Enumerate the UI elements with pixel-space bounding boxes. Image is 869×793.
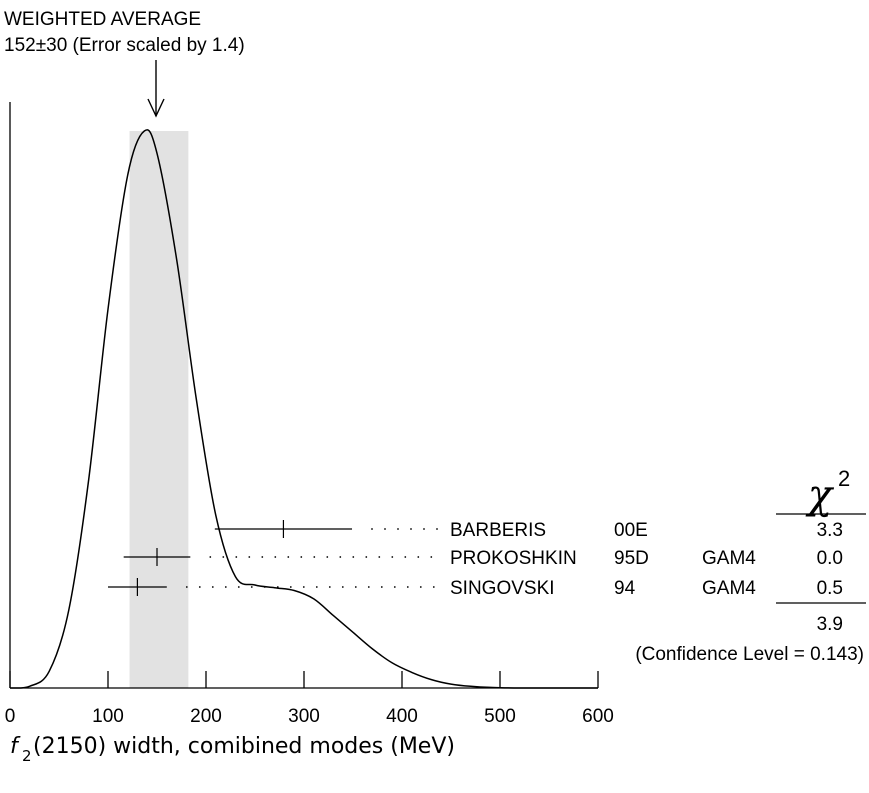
axes: 0 100 200 300 400 500 600 [5, 102, 614, 727]
leader-dot [287, 556, 290, 558]
measurements: BARBERIS 00E 3.3 PROKOSHKIN 95D GAM4 0.0 SINGOV… [108, 520, 843, 599]
measurement-ref: 95D [614, 548, 649, 569]
x-tick-label: 0 [5, 706, 16, 727]
leader-dot [419, 586, 422, 588]
leader-dot [423, 528, 425, 530]
measurement-ref: 00E [614, 520, 648, 541]
leader-dot [274, 556, 277, 558]
leader-dot [371, 528, 373, 530]
leader-dot [432, 586, 435, 588]
leader-dot [300, 556, 303, 558]
leader-dot [237, 586, 240, 588]
measurement-chi2: 0.5 [817, 578, 843, 599]
x-tick-label: 200 [190, 706, 222, 727]
x-axis-label: f 2 (2150) width, comibined modes (MeV) [10, 734, 455, 765]
leader-dot [436, 528, 438, 530]
measurement-name: BARBERIS [450, 520, 546, 541]
leader-dot [209, 556, 212, 558]
ideogram-curve-path [9, 129, 599, 689]
chart-title: WEIGHTED AVERAGE [4, 9, 201, 30]
leader-dot [397, 528, 399, 530]
leader-dot [380, 586, 383, 588]
svg-text:χ: χ [805, 472, 835, 518]
leader-dot [263, 586, 266, 588]
svg-text:(2150) width, comibined modes: (2150) width, comibined modes (MeV) [33, 734, 455, 759]
leader-dot [261, 556, 264, 558]
average-arrow [147, 60, 165, 118]
leader-dot [352, 556, 355, 558]
leader-dot [406, 586, 409, 588]
leader-dot [313, 556, 316, 558]
leader-dot [248, 556, 251, 558]
confidence-level: (Confidence Level = 0.143) [635, 644, 864, 665]
leader-dot [326, 556, 329, 558]
measurement-name: SINGOVSKI [450, 578, 555, 599]
measurement-chi2: 0.0 [817, 548, 843, 569]
measurement-row: SINGOVSKI 94 GAM4 0.5 [108, 578, 843, 599]
leader-dot [211, 586, 214, 588]
leader-dot [391, 556, 394, 558]
leader-dot [378, 556, 381, 558]
measurement-technique: GAM4 [702, 578, 756, 599]
measurement-row: PROKOSHKIN 95D GAM4 0.0 [123, 548, 843, 569]
measurement-chi2: 3.3 [817, 520, 843, 541]
svg-text:f: f [10, 734, 21, 759]
measurement-technique: GAM4 [702, 548, 756, 569]
svg-text:2: 2 [22, 747, 32, 765]
leader-dot [315, 586, 318, 588]
chart-subtitle: 152±30 (Error scaled by 1.4) [4, 35, 245, 56]
measurement-name: PROKOSHKIN [450, 548, 577, 569]
leader-dot [384, 528, 386, 530]
x-tick-label: 100 [92, 706, 124, 727]
leader-dot [354, 586, 357, 588]
chi2-total: 3.9 [817, 614, 843, 635]
leader-dot [417, 556, 420, 558]
leader-dot [367, 586, 370, 588]
leader-dot [410, 528, 412, 530]
leader-dot [185, 586, 188, 588]
x-tick-label: 300 [288, 706, 320, 727]
x-tick-label: 600 [582, 706, 614, 727]
leader-dot [430, 556, 433, 558]
leader-dot [404, 556, 407, 558]
leader-dot [339, 556, 342, 558]
measurement-ref: 94 [614, 578, 636, 599]
x-tick-label: 400 [386, 706, 418, 727]
measurement-row: BARBERIS 00E 3.3 [214, 520, 843, 541]
leader-dot [289, 586, 292, 588]
svg-text:2: 2 [838, 466, 850, 491]
weighted-average-band [129, 131, 189, 688]
leader-dot [224, 586, 227, 588]
leader-dot [222, 556, 225, 558]
leader-dot [365, 556, 368, 558]
x-tick-label: 500 [484, 706, 516, 727]
leader-dot [235, 556, 238, 558]
ideogram-curve [9, 129, 599, 689]
leader-dot [302, 586, 305, 588]
leader-dot [276, 586, 279, 588]
leader-dot [341, 586, 344, 588]
leader-dot [328, 586, 331, 588]
chi2-header: χ 2 [805, 466, 850, 518]
leader-dot [393, 586, 396, 588]
leader-dot [198, 586, 201, 588]
average-error-band [129, 131, 189, 688]
leader-dot [250, 586, 253, 588]
